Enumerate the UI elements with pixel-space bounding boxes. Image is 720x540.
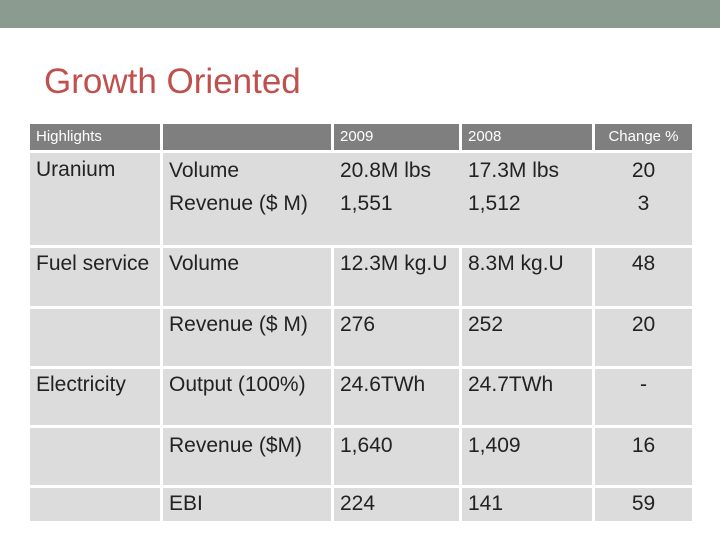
value-2008-electricity-output: 24.7TWh — [462, 369, 592, 425]
value-2008-electricity-revenue: 1,409 — [462, 428, 592, 485]
value-2008-ebi: 141 — [462, 488, 592, 521]
header-change: Change % — [595, 124, 692, 150]
value-2009-electricity-revenue: 1,640 — [334, 428, 459, 485]
slide-title: Growth Oriented — [44, 62, 301, 101]
value-2008-fuel-volume: 8.3M kg.U — [462, 248, 592, 306]
change-electricity-revenue: 16 — [595, 428, 692, 485]
value-2009-uranium-volume: 20.8M lbs — [340, 159, 432, 182]
uranium-band — [163, 153, 692, 245]
segment-blank — [30, 428, 160, 485]
value-2009-ebi: 224 — [334, 488, 459, 521]
metric-fuel-revenue: Revenue ($ M) — [163, 309, 331, 366]
segment-blank — [30, 488, 160, 521]
value-2009-fuel-volume: 12.3M kg.U — [334, 248, 459, 306]
value-2008-fuel-revenue: 252 — [462, 309, 592, 366]
value-2009-uranium-revenue: 1,551 — [340, 192, 393, 215]
value-2009-fuel-revenue: 276 — [334, 309, 459, 366]
header-2008: 2008 — [462, 124, 592, 150]
segment-uranium: Uranium — [30, 153, 160, 245]
segment-electricity: Electricity — [30, 369, 160, 425]
metric-electricity-output: Output (100%) — [163, 369, 331, 425]
change-electricity-output: - — [595, 369, 692, 425]
header-highlights: Highlights — [30, 124, 160, 150]
value-2008-uranium-volume: 17.3M lbs — [468, 159, 560, 182]
change-ebi: 59 — [595, 488, 692, 521]
change-uranium-volume: 20 — [631, 159, 656, 182]
metric-uranium-revenue: Revenue ($ M) — [169, 192, 308, 215]
top-bar — [0, 0, 720, 28]
segment-blank — [30, 309, 160, 366]
header-2009: 2009 — [334, 124, 459, 150]
value-2008-uranium-revenue: 1,512 — [468, 192, 521, 215]
change-uranium-revenue: 3 — [637, 192, 650, 215]
change-fuel-revenue: 20 — [595, 309, 692, 366]
metric-uranium-volume: Volume — [169, 159, 240, 182]
metric-electricity-revenue: Revenue ($M) — [163, 428, 331, 485]
metric-fuel-volume: Volume — [163, 248, 331, 306]
metric-ebi: EBI — [163, 488, 331, 521]
change-fuel-volume: 48 — [595, 248, 692, 306]
header-metric — [163, 124, 331, 150]
value-2009-electricity-output: 24.6TWh — [334, 369, 459, 425]
segment-fuel-service: Fuel service — [30, 248, 160, 306]
